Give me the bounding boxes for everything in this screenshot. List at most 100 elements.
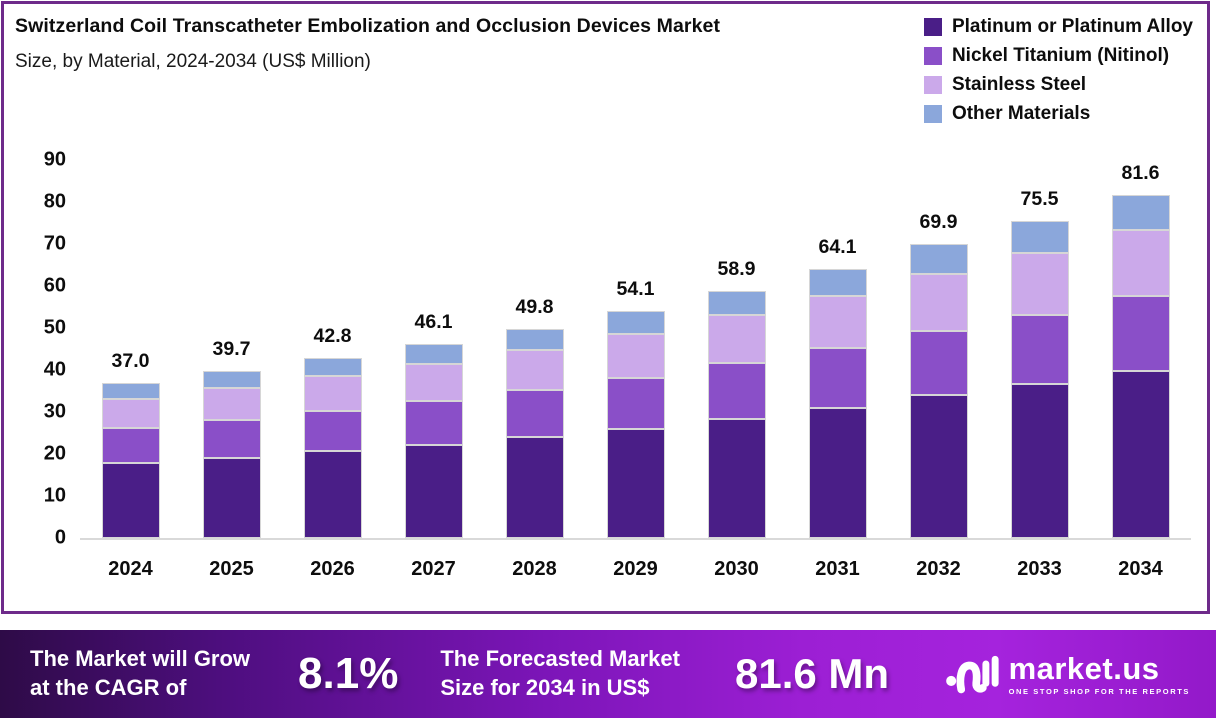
legend-label: Nickel Titanium (Nitinol) [951, 45, 1170, 66]
legend: Platinum or Platinum Alloy Nickel Titaniu… [923, 16, 1193, 132]
legend-swatch-icon [923, 76, 942, 94]
segment-2026-nickel-titanium-nitinol [303, 410, 362, 452]
cagr-label: The Market will Grow at the CAGR of [30, 645, 250, 702]
segment-2028-nickel-titanium-nitinol [505, 390, 564, 438]
segment-2025-other-materials [202, 371, 261, 389]
bar-2034: 81.6 [1111, 162, 1170, 538]
segment-2027-other-materials [404, 344, 463, 365]
x-label-2034: 2034 [1118, 558, 1163, 580]
x-label-2031: 2031 [815, 558, 860, 580]
segment-2029-platinum-or-platinum-alloy [606, 428, 665, 538]
total-label-2032: 69.9 [919, 211, 958, 234]
segment-2024-nickel-titanium-nitinol [101, 427, 160, 464]
x-axis-labels: 2024 2025 2026 2027 2028 2029 2030 2031 2032 2033… [80, 558, 1191, 581]
bar-stack-2025 [202, 371, 261, 538]
logo-name: market.us [1008, 650, 1160, 686]
bar-stack-2029 [606, 310, 665, 538]
total-label-2031: 64.1 [818, 235, 857, 258]
legend-swatch-icon [923, 18, 942, 36]
segment-2031-other-materials [808, 268, 867, 297]
bottom-banner: The Market will Grow at the CAGR of 8.1%… [0, 630, 1216, 718]
bar-stack-2027 [404, 344, 463, 538]
total-label-2026: 42.8 [313, 325, 352, 348]
y-tick-30: 30 [43, 400, 66, 423]
segment-2030-other-materials [707, 290, 766, 316]
plot-area: 37.0 39.7 42.8 46.1 49.8 54.1 58.9 64.1 69.9 75.5… [44, 149, 1191, 549]
total-label-2024: 37.0 [111, 349, 150, 372]
bar-stack-2024 [101, 382, 160, 538]
cagr-value: 8.1% [298, 649, 399, 698]
legend-item-0: Platinum or Platinum Alloy [923, 16, 1193, 38]
x-label-2027: 2027 [411, 558, 456, 580]
bar-2033: 75.5 [1010, 162, 1069, 538]
bar-2026: 42.8 [303, 162, 362, 538]
segment-2033-nickel-titanium-nitinol [1010, 314, 1069, 385]
segment-2026-platinum-or-platinum-alloy [303, 451, 362, 538]
segment-2032-other-materials [909, 244, 968, 275]
total-label-2029: 54.1 [616, 277, 655, 300]
segment-2031-platinum-or-platinum-alloy [808, 407, 867, 538]
y-tick-20: 20 [43, 442, 66, 465]
legend-swatch-icon [923, 105, 942, 123]
legend-item-2: Stainless Steel [923, 74, 1193, 96]
segment-2027-stainless-steel [404, 364, 463, 402]
bar-stack-2028 [505, 328, 564, 538]
x-label-2033: 2033 [1017, 558, 1062, 580]
chart-subtitle: Size, by Material, 2024-2034 (US$ Millio… [15, 51, 371, 72]
segment-2032-nickel-titanium-nitinol [909, 330, 968, 396]
segment-2030-stainless-steel [707, 315, 766, 364]
bar-2024: 37.0 [101, 162, 160, 538]
segment-2034-stainless-steel [1111, 230, 1170, 297]
segment-2030-platinum-or-platinum-alloy [707, 418, 766, 538]
x-label-2029: 2029 [613, 558, 658, 580]
x-label-2032: 2032 [916, 558, 961, 580]
bar-2032: 69.9 [909, 162, 968, 538]
segment-2034-platinum-or-platinum-alloy [1111, 370, 1170, 538]
segment-2025-nickel-titanium-nitinol [202, 419, 261, 458]
y-tick-80: 80 [43, 190, 66, 213]
segment-2026-stainless-steel [303, 376, 362, 411]
forecast-label: The Forecasted Market Size for 2034 in U… [440, 645, 680, 702]
cagr-label-line2: at the CAGR of [30, 675, 187, 700]
bar-stack-2031 [808, 268, 867, 538]
bar-2028: 49.8 [505, 162, 564, 538]
segment-2032-platinum-or-platinum-alloy [909, 395, 968, 538]
legend-label: Platinum or Platinum Alloy [951, 16, 1193, 37]
legend-label: Other Materials [951, 103, 1091, 124]
segment-2032-stainless-steel [909, 274, 968, 331]
total-label-2030: 58.9 [717, 257, 756, 280]
marketus-logo: market.us ONE STOP SHOP FOR THE REPORTS [945, 651, 1190, 697]
bar-stack-2032 [909, 244, 968, 538]
bars-container: 37.0 39.7 42.8 46.1 49.8 54.1 58.9 64.1 69.9 75.5… [80, 162, 1191, 538]
x-label-2026: 2026 [310, 558, 355, 580]
total-label-2033: 75.5 [1020, 187, 1059, 210]
cagr-label-line1: The Market will Grow [30, 646, 251, 672]
legend-swatch-icon [923, 47, 942, 65]
segment-2034-nickel-titanium-nitinol [1111, 296, 1170, 371]
bar-2027: 46.1 [404, 162, 463, 538]
y-tick-40: 40 [43, 358, 66, 381]
segment-2033-other-materials [1010, 220, 1069, 254]
segment-2025-platinum-or-platinum-alloy [202, 457, 261, 538]
segment-2033-platinum-or-platinum-alloy [1010, 384, 1069, 538]
y-tick-10: 10 [43, 484, 66, 507]
bar-2030: 58.9 [707, 162, 766, 538]
logo-text-block: market.us ONE STOP SHOP FOR THE REPORTS [1009, 653, 1190, 696]
x-label-2030: 2030 [714, 558, 759, 580]
segment-2027-nickel-titanium-nitinol [404, 401, 463, 445]
logo-tagline: ONE STOP SHOP FOR THE REPORTS [1008, 686, 1190, 696]
forecast-label-line2: Size for 2034 in US$ [440, 675, 650, 700]
bar-stack-2030 [707, 290, 766, 538]
bar-2025: 39.7 [202, 162, 261, 538]
x-label-2025: 2025 [209, 558, 254, 580]
chart-title-block: Switzerland Coil Transcatheter Embolizat… [15, 15, 865, 73]
segment-2028-platinum-or-platinum-alloy [505, 437, 564, 538]
bar-stack-2026 [303, 358, 362, 538]
total-label-2034: 81.6 [1121, 162, 1160, 185]
segment-2026-other-materials [303, 358, 362, 377]
x-label-2028: 2028 [512, 558, 557, 580]
segment-2024-platinum-or-platinum-alloy [101, 463, 160, 538]
segment-2027-platinum-or-platinum-alloy [404, 444, 463, 538]
y-tick-70: 70 [43, 232, 66, 255]
